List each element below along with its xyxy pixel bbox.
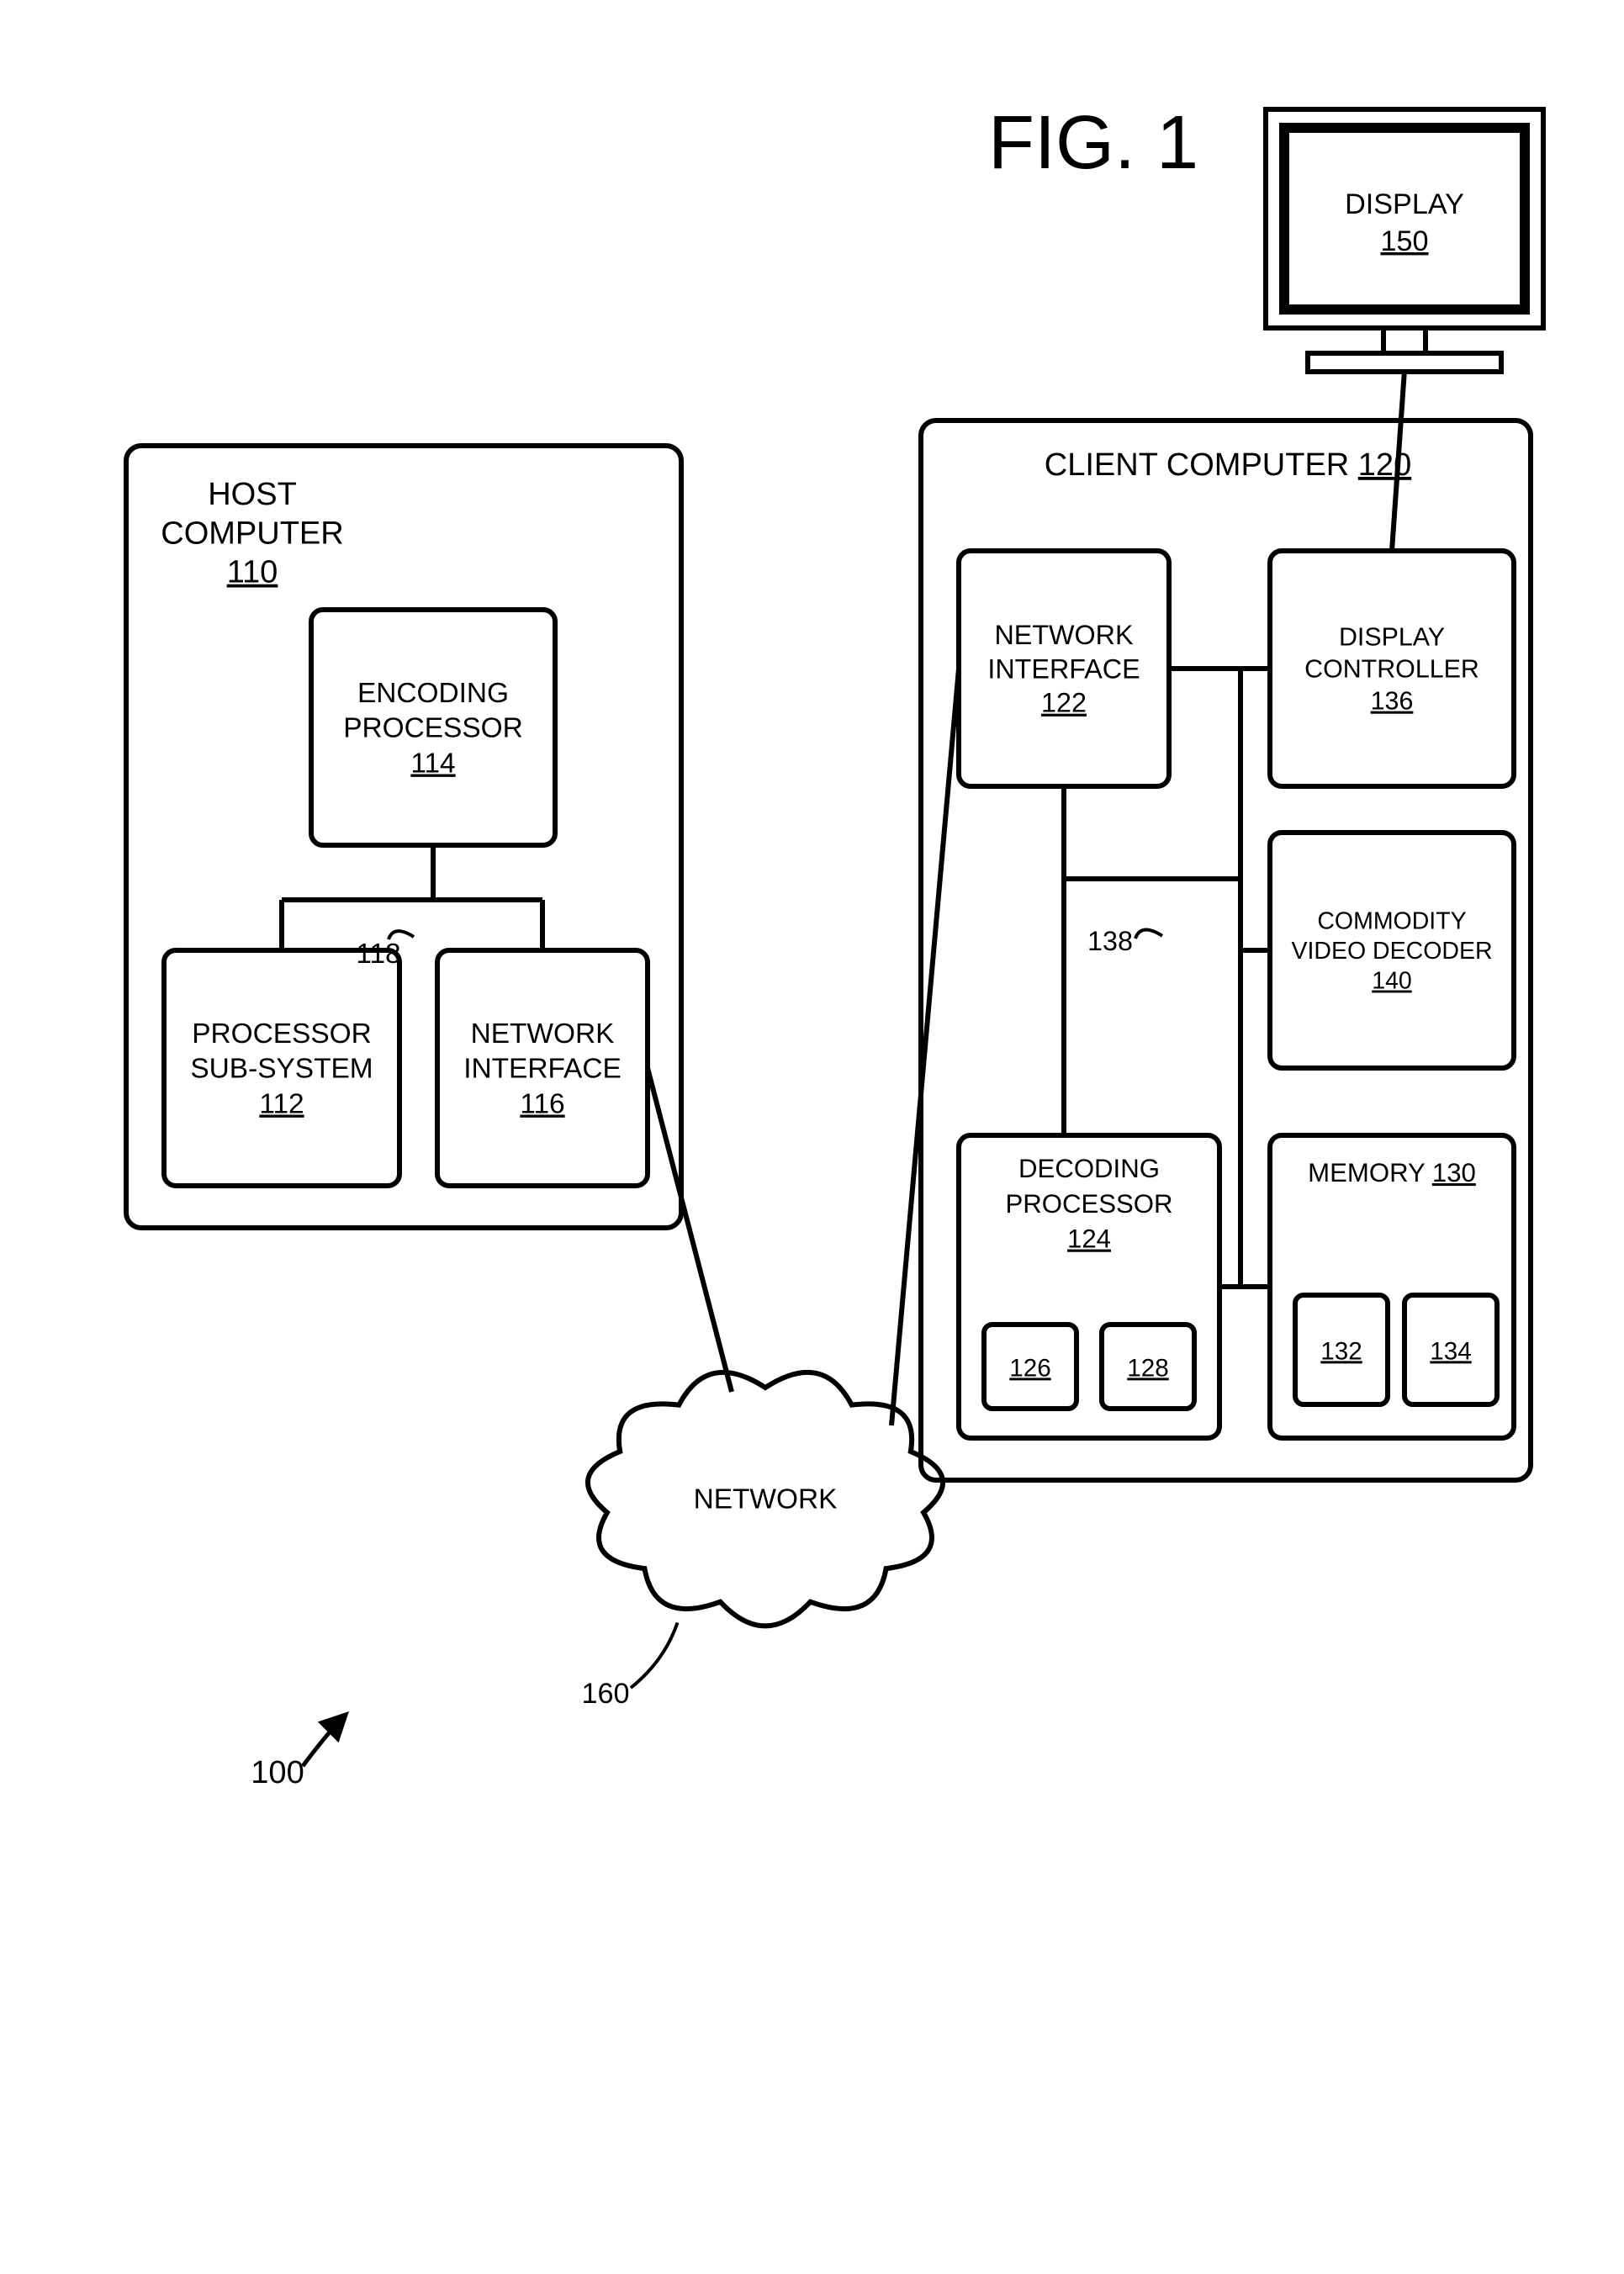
svg-text:NETWORK: NETWORK bbox=[994, 620, 1134, 650]
svg-text:HOST: HOST bbox=[208, 477, 297, 512]
svg-text:PROCESSOR: PROCESSOR bbox=[343, 713, 523, 744]
svg-text:INTERFACE: INTERFACE bbox=[987, 653, 1140, 684]
svg-text:ENCODING: ENCODING bbox=[357, 678, 509, 709]
svg-text:114: 114 bbox=[410, 748, 455, 780]
svg-text:CONTROLLER: CONTROLLER bbox=[1304, 655, 1479, 684]
svg-text:138: 138 bbox=[1087, 926, 1133, 956]
svg-text:VIDEO DECODER: VIDEO DECODER bbox=[1291, 938, 1492, 965]
svg-text:122: 122 bbox=[1041, 688, 1087, 718]
svg-text:132: 132 bbox=[1320, 1337, 1362, 1365]
svg-text:DECODING: DECODING bbox=[1018, 1154, 1160, 1183]
svg-text:NETWORK: NETWORK bbox=[694, 1483, 838, 1515]
svg-text:116: 116 bbox=[520, 1089, 564, 1120]
svg-text:PROCESSOR: PROCESSOR bbox=[1005, 1189, 1172, 1219]
svg-text:100: 100 bbox=[251, 1755, 304, 1790]
svg-text:110: 110 bbox=[227, 555, 278, 590]
svg-text:INTERFACE: INTERFACE bbox=[463, 1054, 622, 1085]
svg-text:DISPLAY: DISPLAY bbox=[1345, 188, 1464, 220]
svg-text:CLIENT COMPUTER 120: CLIENT COMPUTER 120 bbox=[1045, 447, 1411, 483]
svg-text:140: 140 bbox=[1372, 968, 1412, 995]
svg-text:160: 160 bbox=[581, 1678, 629, 1710]
host-outer-box bbox=[126, 446, 681, 1228]
svg-text:PROCESSOR: PROCESSOR bbox=[192, 1018, 372, 1050]
svg-text:118: 118 bbox=[356, 939, 400, 970]
svg-text:NETWORK: NETWORK bbox=[471, 1018, 615, 1050]
svg-text:COMMODITY: COMMODITY bbox=[1317, 907, 1466, 934]
svg-text:DISPLAY: DISPLAY bbox=[1339, 623, 1445, 652]
svg-text:150: 150 bbox=[1380, 225, 1428, 257]
svg-text:COMPUTER: COMPUTER bbox=[161, 516, 343, 551]
svg-text:136: 136 bbox=[1371, 687, 1414, 716]
svg-text:126: 126 bbox=[1009, 1354, 1050, 1382]
figure-title: FIG. 1 bbox=[988, 101, 1198, 185]
svg-text:134: 134 bbox=[1430, 1337, 1471, 1365]
svg-text:SUB-SYSTEM: SUB-SYSTEM bbox=[190, 1054, 373, 1085]
svg-text:MEMORY 130: MEMORY 130 bbox=[1308, 1158, 1476, 1187]
svg-text:124: 124 bbox=[1067, 1224, 1111, 1254]
svg-text:128: 128 bbox=[1127, 1354, 1168, 1382]
svg-text:112: 112 bbox=[259, 1089, 304, 1120]
